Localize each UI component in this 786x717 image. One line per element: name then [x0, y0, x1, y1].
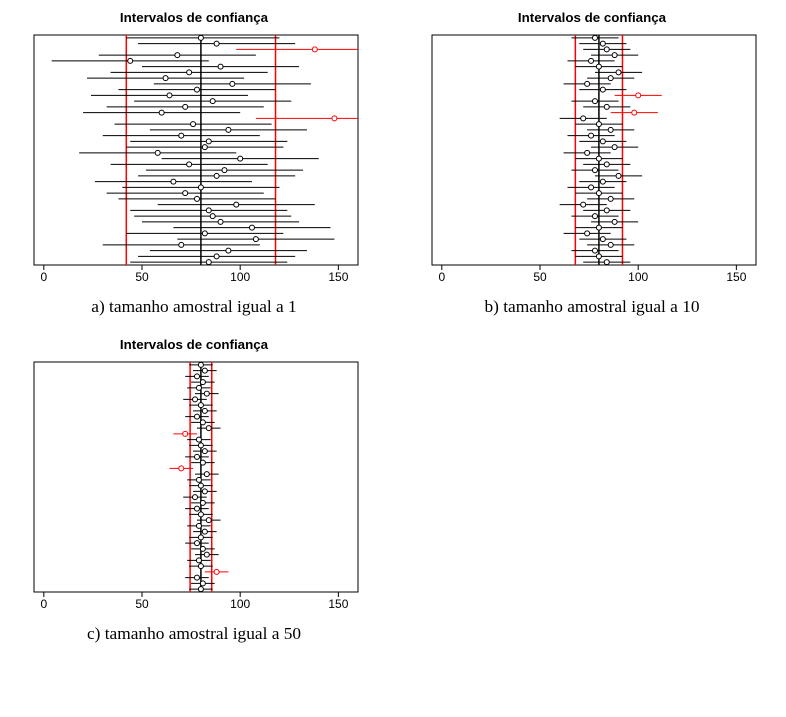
svg-text:0: 0 — [40, 270, 47, 284]
panel-a: Intervalos de confiança 0 50 100 150 a) tam… — [10, 10, 378, 317]
plot-title-b: Intervalos de confiança — [518, 10, 666, 25]
ci-plot-a: 0 50 100 150 — [24, 29, 364, 289]
svg-text:150: 150 — [328, 597, 348, 611]
svg-text:150: 150 — [726, 270, 746, 284]
svg-text:50: 50 — [135, 597, 149, 611]
svg-text:100: 100 — [628, 270, 648, 284]
svg-text:100: 100 — [230, 597, 250, 611]
svg-text:150: 150 — [328, 270, 348, 284]
caption-a: a) tamanho amostral igual a 1 — [91, 297, 296, 317]
caption-c: c) tamanho amostral igual a 50 — [87, 624, 301, 644]
svg-text:100: 100 — [230, 270, 250, 284]
panel-c: Intervalos de confiança 0 50 100 150 c) tam… — [10, 337, 378, 644]
svg-text:0: 0 — [40, 597, 47, 611]
plot-title-a: Intervalos de confiança — [120, 10, 268, 25]
caption-b: b) tamanho amostral igual a 10 — [484, 297, 699, 317]
plot-title-c: Intervalos de confiança — [120, 337, 268, 352]
ci-plot-b: 0 50 100 150 — [422, 29, 762, 289]
svg-text:0: 0 — [438, 270, 445, 284]
panel-b: Intervalos de confiança 0 50 100 150 b) tam… — [408, 10, 776, 317]
svg-text:50: 50 — [135, 270, 149, 284]
ci-plot-c: 0 50 100 150 — [24, 356, 364, 616]
figure-grid: Intervalos de confiança 0 50 100 150 a) tam… — [10, 10, 776, 644]
svg-text:50: 50 — [533, 270, 547, 284]
